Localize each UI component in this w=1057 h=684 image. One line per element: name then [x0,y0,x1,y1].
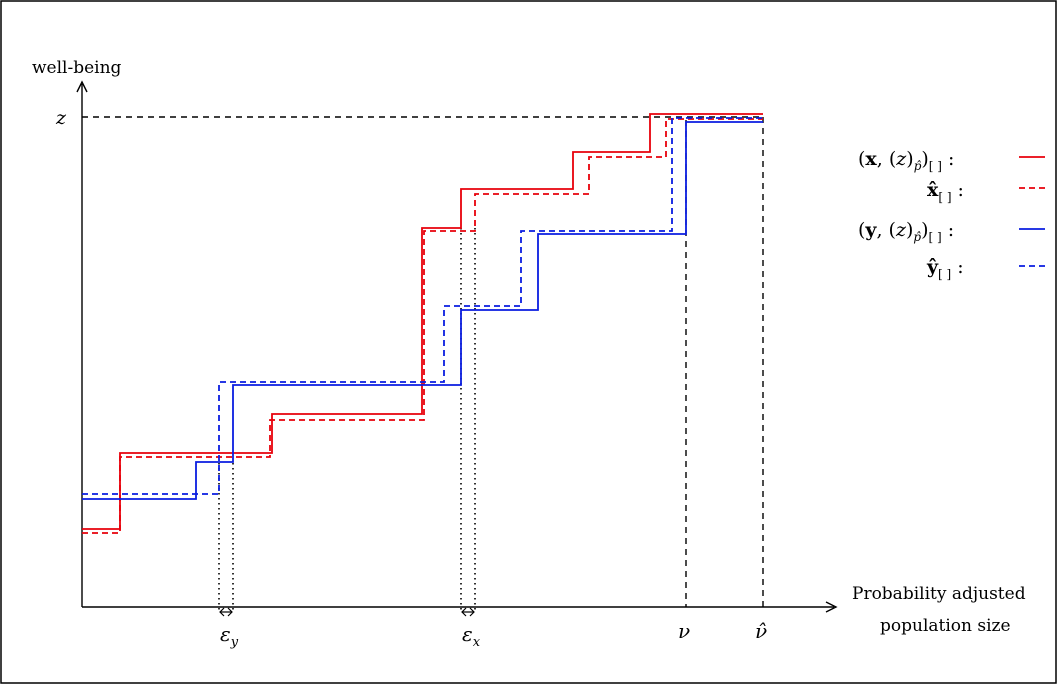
nu-hat-label: ν̂ [755,619,767,643]
step-curves [82,113,763,534]
legend-label-yhat: ŷ[ ] : [926,256,964,281]
legend-label-y: (y, (z)p̂)[ ] : [858,219,954,244]
y-step-curve [82,121,763,500]
legend: (x, (z)p̂)[ ] : x̂[ ] : (y, (z)p̂)[ ] : … [858,148,1045,281]
epsilon-guides [218,228,476,612]
axes [76,80,838,613]
epsilon-arrows [219,607,475,617]
x-axis-label-line2: population size [880,616,1011,636]
z-label: z [55,107,67,129]
nu-label: ν [678,619,690,643]
x-axis-label-line1: Probability adjusted [852,584,1026,604]
x-axis-arrow [825,601,838,613]
y-axis-arrow [76,80,88,93]
y-axis-label: well-being [32,58,122,78]
yhat-step-curve [82,117,763,495]
legend-label-xhat: x̂[ ] : [927,179,964,204]
x-step-curve [82,113,763,530]
eps-y-label: εy [220,622,239,650]
legend-label-x: (x, (z)p̂)[ ] : [858,148,954,173]
eps-x-label: εx [462,622,481,650]
